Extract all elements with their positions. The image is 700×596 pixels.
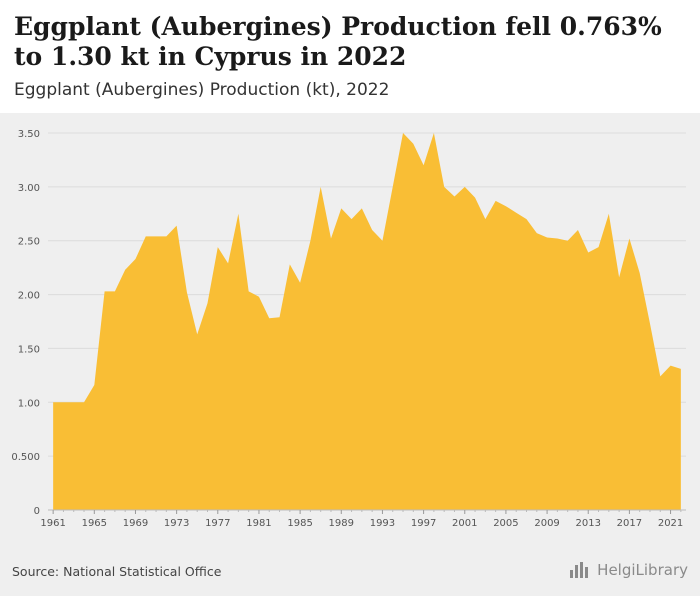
logo-text: HelgiLibrary — [597, 561, 688, 579]
x-tick-label: 1973 — [164, 518, 189, 529]
x-tick-label: 1977 — [205, 518, 230, 529]
x-tick-label: 1985 — [287, 518, 312, 529]
chart-title: Eggplant (Aubergines) Production fell 0.… — [14, 12, 662, 71]
y-tick-label: 0.500 — [11, 452, 40, 463]
area-chart: 0 0.500 1.00 1.50 2.00 2.50 3.00 3.50 1961 1965 19… — [11, 129, 686, 529]
library-icon — [570, 562, 592, 578]
x-tick-label: 2001 — [452, 518, 477, 529]
source-note: Source: National Statistical Office — [12, 564, 222, 579]
x-tick-label: 2005 — [493, 518, 518, 529]
header: Eggplant (Aubergines) Production fell 0.… — [0, 0, 700, 113]
y-tick-label: 3.50 — [18, 129, 40, 140]
series-area — [53, 133, 681, 510]
y-tick-label: 0 — [34, 506, 40, 517]
x-tick-label: 1961 — [40, 518, 65, 529]
x-tick-label: 2021 — [658, 518, 683, 529]
x-tick-label: 1997 — [411, 518, 436, 529]
x-tick-label: 1965 — [82, 518, 107, 529]
y-tick-label: 3.00 — [18, 183, 40, 194]
x-tick-label: 1993 — [370, 518, 395, 529]
y-tick-label: 1.00 — [18, 398, 40, 409]
x-tick-label: 1989 — [329, 518, 354, 529]
x-tick-label: 2013 — [576, 518, 601, 529]
y-tick-label: 2.00 — [18, 291, 40, 302]
helgi-library-logo: HelgiLibrary — [570, 561, 688, 579]
x-tick-label: 2009 — [534, 518, 559, 529]
x-tick-label: 1981 — [246, 518, 271, 529]
x-tick-label: 1969 — [123, 518, 148, 529]
x-tick-label: 2017 — [617, 518, 642, 529]
chart-subtitle: Eggplant (Aubergines) Production (kt), 2… — [14, 80, 390, 100]
y-tick-label: 1.50 — [18, 344, 40, 355]
y-tick-label: 2.50 — [18, 237, 40, 248]
